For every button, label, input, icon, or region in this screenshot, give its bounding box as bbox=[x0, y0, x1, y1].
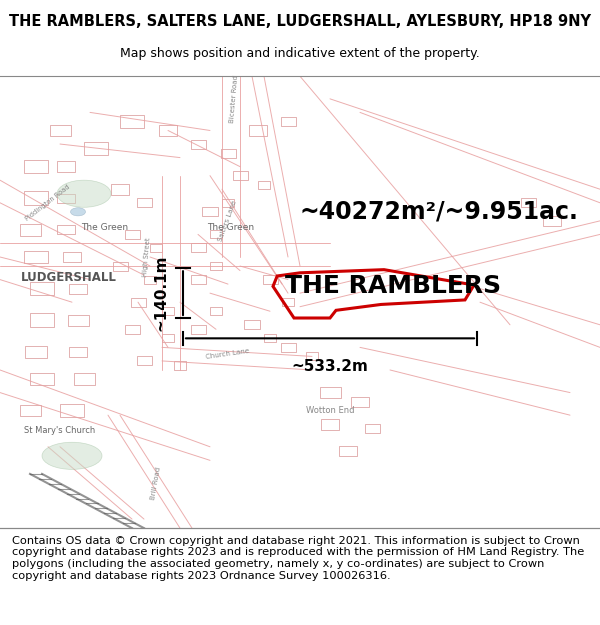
Bar bbox=[263, 275, 277, 284]
Bar bbox=[63, 252, 81, 262]
Bar bbox=[281, 343, 296, 352]
Bar bbox=[210, 307, 222, 315]
Bar bbox=[174, 361, 186, 369]
Bar bbox=[306, 352, 318, 361]
Bar bbox=[249, 125, 267, 136]
Ellipse shape bbox=[57, 180, 111, 208]
Text: THE RAMBLERS, SALTERS LANE, LUDGERSHALL, AYLESBURY, HP18 9NY: THE RAMBLERS, SALTERS LANE, LUDGERSHALL,… bbox=[9, 14, 591, 29]
Bar bbox=[125, 325, 139, 334]
Bar bbox=[282, 298, 294, 306]
Bar bbox=[24, 251, 48, 263]
Bar bbox=[74, 373, 95, 384]
Bar bbox=[320, 387, 341, 398]
Text: Brill Road: Brill Road bbox=[150, 466, 162, 500]
Text: The Green: The Green bbox=[82, 223, 128, 232]
Bar bbox=[191, 139, 205, 149]
Bar bbox=[125, 230, 139, 239]
Bar bbox=[120, 114, 144, 128]
Bar bbox=[67, 314, 89, 326]
Bar bbox=[339, 446, 357, 456]
Bar bbox=[111, 184, 129, 195]
Bar bbox=[24, 191, 48, 205]
Bar bbox=[281, 117, 296, 126]
Text: St Mary's Church: St Mary's Church bbox=[25, 426, 95, 436]
Bar bbox=[221, 149, 235, 158]
Bar bbox=[264, 334, 276, 342]
Bar bbox=[19, 405, 41, 416]
Bar bbox=[222, 199, 234, 207]
Bar bbox=[159, 125, 177, 136]
Text: Piddington Road: Piddington Road bbox=[25, 184, 71, 222]
Text: Wotton End: Wotton End bbox=[306, 406, 354, 415]
Bar bbox=[351, 397, 369, 407]
Bar bbox=[30, 282, 54, 296]
Bar bbox=[60, 404, 84, 417]
Bar bbox=[144, 276, 156, 284]
Bar bbox=[191, 325, 205, 334]
Text: ~40272m²/~9.951ac.: ~40272m²/~9.951ac. bbox=[300, 200, 579, 224]
Bar bbox=[321, 419, 339, 430]
Bar bbox=[113, 261, 128, 271]
Bar bbox=[30, 314, 54, 327]
Bar bbox=[131, 298, 146, 307]
Bar bbox=[84, 142, 108, 155]
Bar bbox=[57, 161, 75, 172]
Bar bbox=[137, 198, 151, 208]
Text: ~140.1m: ~140.1m bbox=[153, 255, 168, 331]
Text: Salters Lane: Salters Lane bbox=[218, 199, 238, 242]
Text: The Green: The Green bbox=[208, 223, 254, 232]
Text: High Street: High Street bbox=[142, 237, 152, 277]
Bar bbox=[245, 320, 260, 329]
Bar bbox=[49, 125, 71, 136]
Text: Church Lane: Church Lane bbox=[206, 348, 250, 360]
Bar bbox=[19, 224, 41, 236]
Text: Bicester Road: Bicester Road bbox=[229, 75, 239, 123]
Bar bbox=[57, 194, 75, 202]
Bar bbox=[365, 424, 380, 433]
Bar bbox=[30, 372, 54, 386]
Bar bbox=[191, 244, 205, 252]
Text: Contains OS data © Crown copyright and database right 2021. This information is : Contains OS data © Crown copyright and d… bbox=[12, 536, 584, 581]
Bar bbox=[210, 262, 222, 270]
Bar bbox=[233, 171, 248, 180]
Bar bbox=[191, 275, 205, 284]
Ellipse shape bbox=[71, 208, 86, 216]
Bar bbox=[57, 226, 75, 234]
Ellipse shape bbox=[42, 442, 102, 469]
Bar bbox=[25, 346, 47, 358]
Bar bbox=[150, 244, 162, 252]
Bar bbox=[137, 356, 151, 366]
Text: Map shows position and indicative extent of the property.: Map shows position and indicative extent… bbox=[120, 47, 480, 60]
Bar bbox=[521, 198, 536, 208]
Bar bbox=[69, 284, 87, 294]
Bar bbox=[162, 334, 174, 342]
Bar bbox=[202, 208, 218, 216]
Text: LUDGERSHALL: LUDGERSHALL bbox=[21, 271, 117, 284]
Bar bbox=[543, 216, 561, 226]
Bar bbox=[162, 307, 174, 315]
Text: ~533.2m: ~533.2m bbox=[292, 359, 368, 374]
Bar bbox=[69, 347, 87, 357]
Bar bbox=[258, 181, 270, 189]
Text: THE RAMBLERS: THE RAMBLERS bbox=[285, 274, 501, 298]
Bar bbox=[210, 231, 222, 239]
Bar bbox=[24, 160, 48, 173]
